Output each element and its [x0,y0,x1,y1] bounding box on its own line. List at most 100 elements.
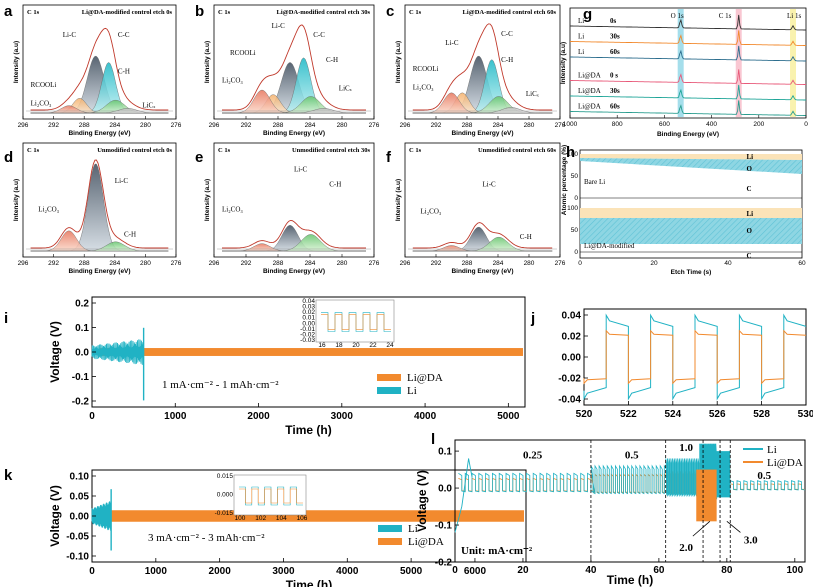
x-tick-label: 1000 [563,121,578,128]
x-tick-label: 3000 [272,566,295,577]
x-tick-label: 0 [578,260,582,267]
x-tick-label: 20 [650,260,658,267]
survey-curve [570,100,806,116]
x-tick-label: 4000 [336,566,359,577]
y-axis-label: Atomic percentage (%) [561,145,568,215]
x-tick-label: 400 [706,121,717,128]
plot-frame [454,439,806,563]
x-axis-label: Binding Energy (eV) [657,131,719,138]
x-tick-label: 296 [209,122,220,129]
x-tick-label: 284 [109,260,120,267]
x-tick-label: 288 [79,122,90,129]
x-tick-label: 288 [462,122,473,129]
panel-title: Unmodified control etch 60s [478,147,557,154]
element-label: O [747,165,753,173]
inset-lida-trace [239,488,303,504]
x-tick-label: 80 [721,565,733,576]
peak-label: C-C [501,30,513,38]
peak-C-H [412,237,553,252]
legend-name: Li@DA [578,103,601,111]
area-o [580,158,802,174]
inset-y-label: -0.02 [300,331,315,338]
x-tick-label: 280 [337,260,348,267]
x-tick-label: 530 [798,409,813,420]
inset-y-label: -0.03 [300,337,315,344]
panel-title: Unmodified control etch 30s [292,147,371,154]
inset-y-label: 0.000 [217,492,234,499]
peak-label: Li-C [294,166,308,174]
x-tick-label: 292 [431,260,442,267]
condition-label: 3 mA·cm⁻² - 3 mAh·cm⁻² [148,532,265,544]
peak-label: LiCₓ [526,90,540,98]
peak-label: Li-C [63,31,77,39]
panel-title: Li@DA-modified control etch 30s [277,9,371,16]
xps-panel-b: b C 1s Li@DA-modified control etch 30s Li-C… [195,3,380,137]
x-tick-label: 276 [171,260,182,267]
unit-label: Unit: mA·cm⁻² [461,545,533,557]
y-tick-label: 100 [567,205,578,212]
y-tick-label: 0.00 [562,353,582,364]
x-axis-label: Binding Energy (eV) [68,130,130,137]
plot-frame [213,4,375,120]
legend-name: Li [578,48,584,56]
arrow-3 [726,521,741,533]
group-label: Li@DA-modified [584,242,635,250]
x-tick-label: 296 [209,260,220,267]
element-label: Li [747,210,754,218]
x-tick-label: 800 [612,121,623,128]
x-tick-label: 296 [400,260,411,267]
panel-label-k: k [4,467,13,484]
x-axis-label: Binding Energy (eV) [263,268,325,275]
x-tick-label: 40 [585,565,597,576]
x-tick-label: 526 [709,409,726,420]
x-tick-label: 276 [369,122,380,129]
peak-label-o1s: O 1s [671,12,684,20]
spectrum-label: C 1s [218,9,231,16]
legend-time: 30s [610,87,620,95]
plot-frame [569,7,807,119]
panel-label-h: h [566,144,575,161]
panel-label-i: i [4,310,8,327]
x-tick-label: 276 [555,260,566,267]
peak-label: Li₂CO₃ [38,205,59,213]
x-tick-label: 284 [305,122,316,129]
element-label: C [747,252,752,260]
envelope-curve [222,220,366,249]
x-tick-label: 1000 [164,411,187,422]
x-axis-label: Binding Energy (eV) [68,268,130,275]
y-tick-label: 0.0 [75,348,89,359]
x-tick-label: 296 [18,122,29,129]
legend-label: Li [767,444,777,456]
y-tick-label: 0.02 [562,332,582,343]
x-axis-label: Time (h) [607,573,653,587]
plot-frame [579,149,803,259]
x-tick-label: 0 [452,565,458,576]
y-tick-label: -0.04 [558,395,581,406]
rate-label: 0.25 [523,449,543,461]
peak-label: Li₂CO₃ [413,83,434,91]
peak-LiCₓ [30,108,169,114]
y-tick-label: 0.1 [75,323,89,334]
series-li-trace [91,339,144,365]
peak-label: C-H [326,56,338,64]
area-li [580,208,802,218]
x-tick-label: 284 [493,122,504,129]
inset-frame [315,299,395,343]
x-tick-label: 5000 [497,411,520,422]
x-tick-label: 1000 [145,566,168,577]
peak-label: Li-C [272,22,286,30]
peak-label: C-C [313,31,325,39]
inset-x-label: 20 [352,342,360,349]
legend-swatch [378,525,402,532]
envelope-curve [412,23,553,111]
legend-label: Li [408,523,418,535]
x-tick-label: 276 [171,122,182,129]
legend-label: Li@DA [767,457,803,469]
y-tick-label: 50 [571,173,579,180]
rate-label: 0.5 [625,449,639,461]
panel-title: Li@DA-modified control etch 0s [82,9,173,16]
peak-LiCₓ [412,107,553,114]
x-tick-label: 528 [753,409,770,420]
xps-panel-f: f C 1s Unmodified control etch 60s Li-C Li₂C… [386,142,566,275]
